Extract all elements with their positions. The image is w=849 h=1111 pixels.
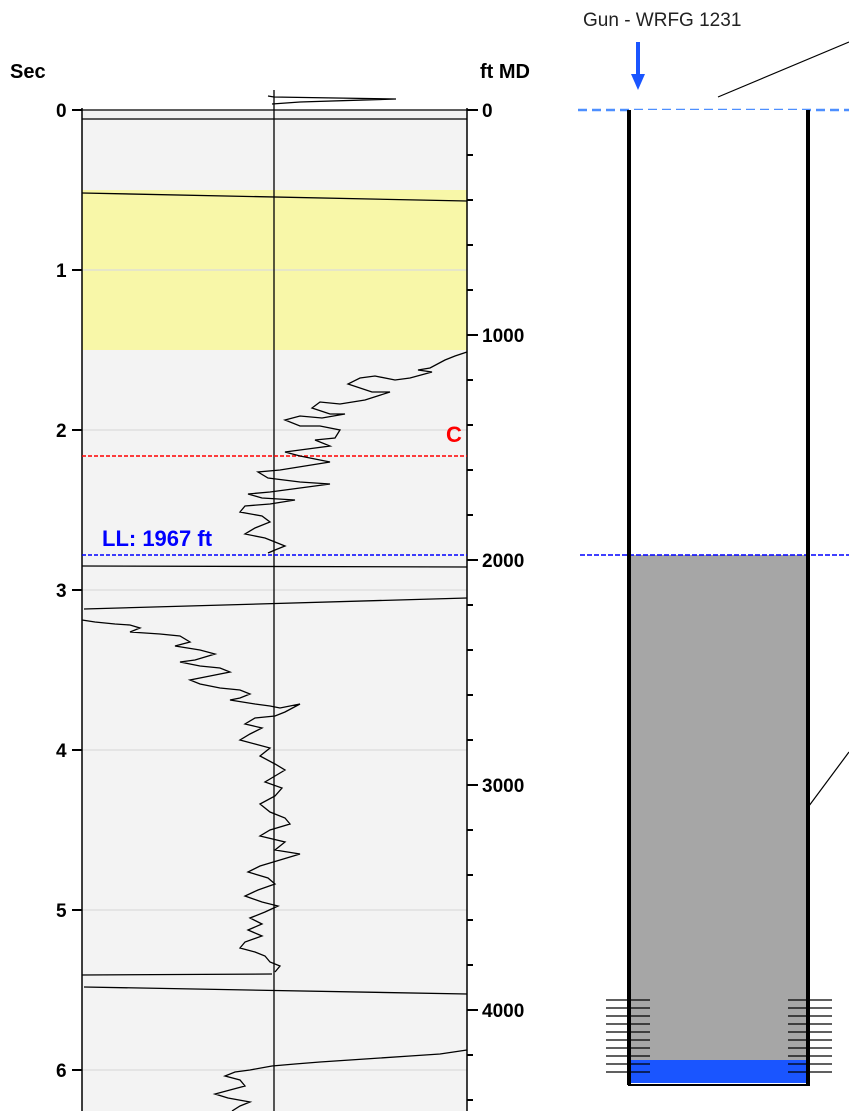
reflection-line <box>81 192 468 202</box>
marker-c-label: C <box>446 422 462 447</box>
fluid-column <box>630 555 808 892</box>
liquid-level-label: LL: 1967 ft <box>102 526 213 551</box>
bottom-fluid <box>630 1060 808 1083</box>
right-tick-label: 4000 <box>482 1001 524 1022</box>
right-axis-minor-ticks <box>467 154 473 1101</box>
reflection-line <box>83 986 468 995</box>
right-tick-label: 0 <box>482 101 493 122</box>
left-axis-title: Sec <box>10 61 46 83</box>
left-tick-label: 0 <box>56 101 67 122</box>
left-tick-label: 3 <box>56 581 67 602</box>
gun-label: Gun - WRFG 1231 <box>583 10 741 31</box>
right-tick-label: 1000 <box>482 326 524 347</box>
right-tick-label: 2000 <box>482 551 524 572</box>
trace-panel: C LL: 1967 ft Sec 0 1 2 3 4 5 <box>10 61 530 1111</box>
acoustic-trace <box>81 95 468 1111</box>
perforations-left <box>606 999 650 1073</box>
gun-arrow-icon <box>631 42 645 90</box>
wellbore-schematic: Gun - WRFG 1231 <box>578 10 849 1086</box>
right-tick-label: 3000 <box>482 776 524 797</box>
leader-line-top <box>717 41 849 98</box>
gun-arrow-head <box>631 74 645 90</box>
reflection-line <box>83 597 468 610</box>
left-tick-label: 2 <box>56 421 67 442</box>
left-tick-label: 1 <box>56 261 67 282</box>
left-tick-label: 6 <box>56 1061 67 1082</box>
left-axis-ticks <box>72 109 82 1071</box>
reflection-line <box>81 973 273 976</box>
right-axis-title: ft MD <box>480 61 530 83</box>
fluid-column-lower <box>630 892 808 1083</box>
trace-reflections <box>81 192 468 995</box>
reflection-line <box>81 565 468 568</box>
gas-column <box>630 110 808 555</box>
perforations-right <box>788 999 832 1073</box>
right-axis-major-ticks <box>467 109 478 1011</box>
left-tick-label: 5 <box>56 901 67 922</box>
left-tick-label: 4 <box>56 741 67 762</box>
